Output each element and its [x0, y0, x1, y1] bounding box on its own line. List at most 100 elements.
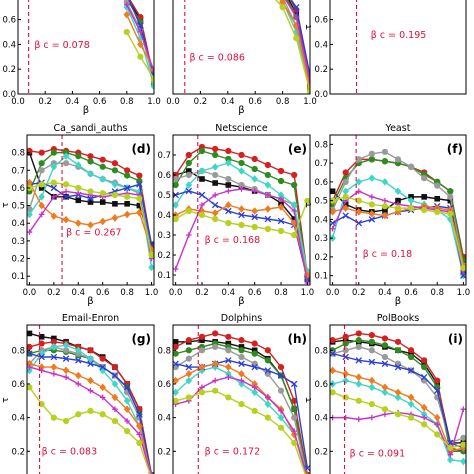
x-tick-label: 0.8	[274, 288, 288, 298]
data-point	[264, 161, 271, 169]
data-point	[251, 350, 258, 357]
data-point	[447, 188, 454, 195]
data-point	[238, 151, 245, 159]
data-point	[212, 192, 218, 198]
x-tick-label: 0.2	[194, 97, 208, 107]
data-point	[264, 414, 271, 421]
data-point	[304, 271, 310, 279]
data-point	[173, 388, 179, 397]
data-point	[111, 417, 119, 425]
chart-panel-i: β c = 0.091 0.2 0.4 0.6 0.8 τ PolBooks (i)	[304, 313, 467, 474]
data-point	[368, 174, 376, 182]
data-point	[290, 201, 298, 209]
data-point	[407, 205, 415, 212]
panel-title: Yeast	[385, 123, 411, 134]
data-point	[74, 371, 82, 380]
data-point	[434, 384, 441, 391]
x-tick-label: 0.6	[248, 97, 262, 107]
data-point	[342, 169, 349, 176]
data-point	[279, 4, 286, 11]
data-point	[420, 403, 428, 412]
panel-label: (e)	[288, 142, 307, 156]
y-tick-label: 0.4	[314, 414, 328, 424]
data-point	[407, 367, 415, 374]
data-point	[434, 421, 441, 428]
y-tick-label: 0.1	[314, 272, 328, 282]
data-point	[407, 414, 415, 421]
data-point	[185, 347, 192, 354]
data-point	[225, 147, 232, 155]
panel-label: (f)	[447, 142, 463, 156]
data-point	[111, 214, 119, 222]
data-point	[111, 372, 119, 379]
data-point	[173, 343, 179, 350]
data-point	[238, 347, 245, 354]
data-point	[421, 194, 427, 200]
data-point	[460, 406, 466, 413]
y-tick-label: 0.2	[157, 251, 171, 261]
data-point	[38, 167, 45, 174]
data-point	[185, 151, 192, 159]
x-tick-label: 1.0	[303, 97, 317, 107]
data-point	[277, 413, 285, 422]
data-point	[62, 215, 70, 224]
data-point	[277, 387, 285, 394]
data-point	[173, 201, 179, 209]
data-point	[185, 187, 193, 195]
data-point	[368, 201, 375, 208]
data-point	[27, 206, 33, 213]
data-point	[381, 406, 389, 413]
data-point	[99, 411, 106, 418]
y-tick-label: 0.3	[11, 237, 25, 247]
data-point	[355, 416, 362, 423]
plot-frame	[26, 134, 155, 286]
data-point	[99, 199, 106, 205]
data-point	[99, 217, 107, 226]
data-point	[238, 159, 245, 167]
data-point	[173, 339, 179, 345]
data-point	[111, 160, 119, 167]
y-tick-label: 0.2	[11, 447, 25, 457]
beta-c-annotation: β c = 0.168	[205, 235, 261, 246]
data-point	[186, 232, 192, 238]
panel-label: (d)	[131, 142, 151, 156]
y-tick-label: 0.6	[314, 380, 328, 390]
data-point	[277, 364, 285, 371]
y-axis-label: τ	[304, 397, 314, 402]
data-point	[124, 172, 131, 179]
data-point	[62, 341, 70, 350]
data-point	[185, 363, 193, 371]
plot-area	[173, 325, 310, 474]
x-tick-label: 0.2	[47, 288, 61, 298]
panel-title: Email-Enron	[62, 313, 119, 324]
data-point	[173, 376, 179, 385]
data-point	[212, 343, 219, 350]
series-line	[275, 0, 310, 92]
series-line	[290, 0, 310, 76]
data-point	[434, 195, 441, 202]
x-axis-label: β	[83, 105, 89, 116]
data-point	[395, 197, 401, 204]
data-point	[447, 455, 454, 464]
data-point	[51, 335, 57, 342]
data-point	[27, 210, 33, 219]
x-tick-label: 0.6	[404, 288, 418, 298]
data-point	[355, 343, 362, 350]
data-point	[27, 384, 33, 391]
y-axis-label: τ	[1, 397, 11, 402]
data-point	[238, 401, 245, 408]
data-point	[277, 167, 285, 175]
y-tick-label: 0.6	[157, 171, 171, 181]
data-point	[136, 208, 143, 217]
data-point	[75, 184, 82, 192]
data-point	[211, 359, 219, 368]
data-point	[198, 333, 206, 340]
data-point	[368, 401, 375, 408]
data-point	[342, 337, 349, 343]
y-axis-label: τ	[0, 24, 2, 29]
data-point	[421, 421, 428, 428]
data-point	[99, 394, 106, 401]
chart-panel-g: β c = 0.083 0.2 0.4 0.6 0.8 τ Email-Enron (g)	[1, 313, 155, 474]
data-point	[74, 219, 82, 228]
